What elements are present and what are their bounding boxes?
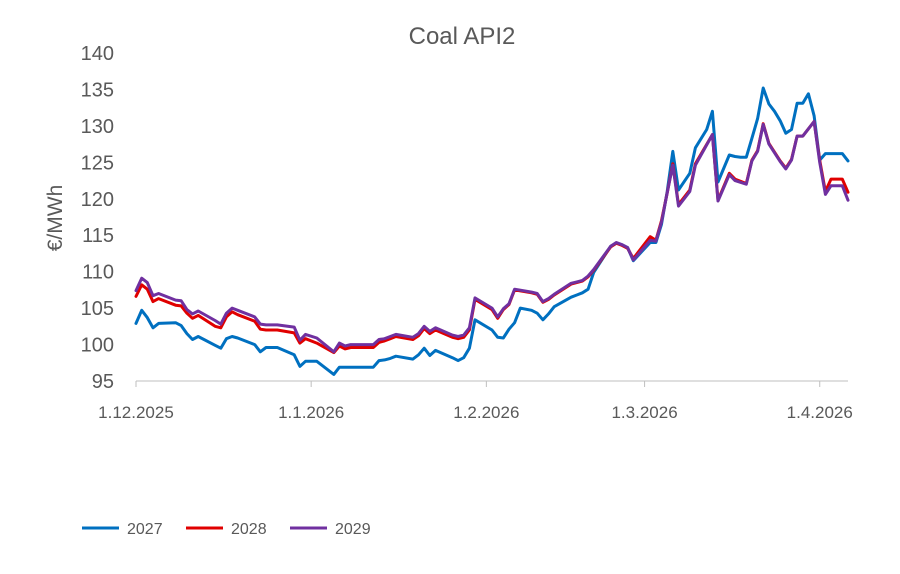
- y-tick-label: 100: [81, 335, 114, 357]
- series-lines: [134, 86, 850, 376]
- y-tick-label: 135: [81, 79, 114, 101]
- y-tick-label: 130: [81, 116, 114, 138]
- x-tick-label: 1.2.2026: [453, 403, 519, 422]
- y-axis-ticks: 95 100 105 110 115 120 125 130 135 140: [81, 43, 114, 393]
- x-tick-label: 1.12.2025: [98, 403, 174, 422]
- legend-entry-label: 2028: [231, 521, 267, 538]
- x-tick-label: 1.1.2026: [278, 403, 344, 422]
- y-tick-label: 140: [81, 43, 114, 65]
- y-tick-label: 120: [81, 189, 114, 211]
- x-axis-ticks: 1.12.2025 1.1.2026 1.2.2026 1.3.2026 1.4.202…: [98, 380, 853, 422]
- y-tick-label: 125: [81, 152, 114, 174]
- y-tick-label: 105: [81, 298, 114, 320]
- y-tick-label: 110: [82, 262, 114, 284]
- y-tick-label: 115: [82, 225, 114, 247]
- y-tick-label: 95: [92, 371, 114, 393]
- series-line-2029: [134, 120, 850, 354]
- legend-entry-label: 2029: [335, 521, 371, 538]
- x-tick-label: 1.3.2026: [611, 403, 677, 422]
- chart-title: Coal API2: [409, 23, 516, 50]
- x-tick-label: 1.4.2026: [787, 403, 853, 422]
- y-axis-label: €/MWh: [44, 185, 67, 252]
- legend-entry-label: 2027: [127, 521, 163, 538]
- series-line-2027: [134, 86, 850, 376]
- legend: 2027 2028 2029: [82, 521, 371, 538]
